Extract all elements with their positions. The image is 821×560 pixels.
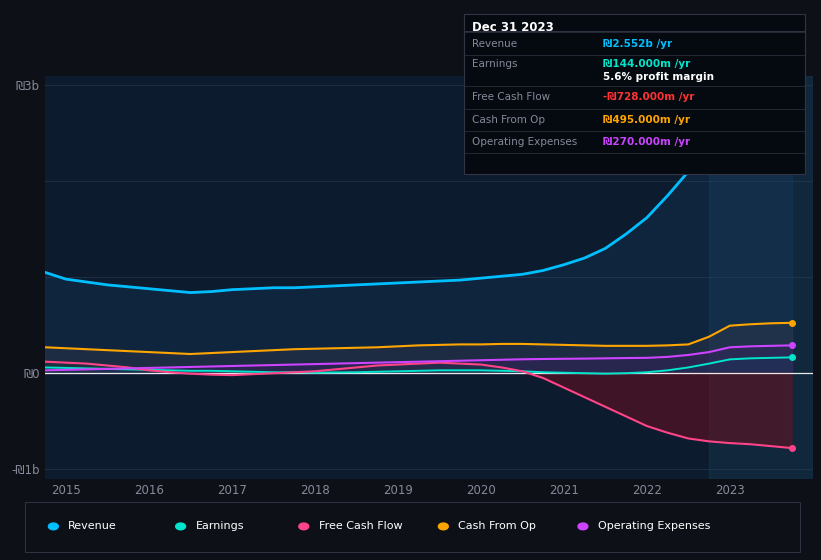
Text: Dec 31 2023: Dec 31 2023	[472, 21, 554, 34]
Text: Revenue: Revenue	[472, 39, 517, 49]
Text: -₪728.000m /yr: -₪728.000m /yr	[603, 92, 695, 102]
Text: Operating Expenses: Operating Expenses	[472, 137, 577, 147]
Text: Revenue: Revenue	[68, 521, 117, 531]
Text: Cash From Op: Cash From Op	[472, 115, 545, 125]
Text: Free Cash Flow: Free Cash Flow	[472, 92, 550, 102]
Text: Operating Expenses: Operating Expenses	[598, 521, 710, 531]
Text: Free Cash Flow: Free Cash Flow	[319, 521, 402, 531]
Text: ₪144.000m /yr: ₪144.000m /yr	[603, 59, 690, 69]
Bar	[709, 76, 813, 479]
Text: ₪270.000m /yr: ₪270.000m /yr	[603, 137, 690, 147]
Text: 5.6% profit margin: 5.6% profit margin	[603, 72, 714, 82]
Text: Earnings: Earnings	[195, 521, 244, 531]
Text: Cash From Op: Cash From Op	[458, 521, 536, 531]
Text: ₪2.552b /yr: ₪2.552b /yr	[603, 39, 672, 49]
Text: Earnings: Earnings	[472, 59, 517, 69]
Text: ₪495.000m /yr: ₪495.000m /yr	[603, 115, 690, 125]
